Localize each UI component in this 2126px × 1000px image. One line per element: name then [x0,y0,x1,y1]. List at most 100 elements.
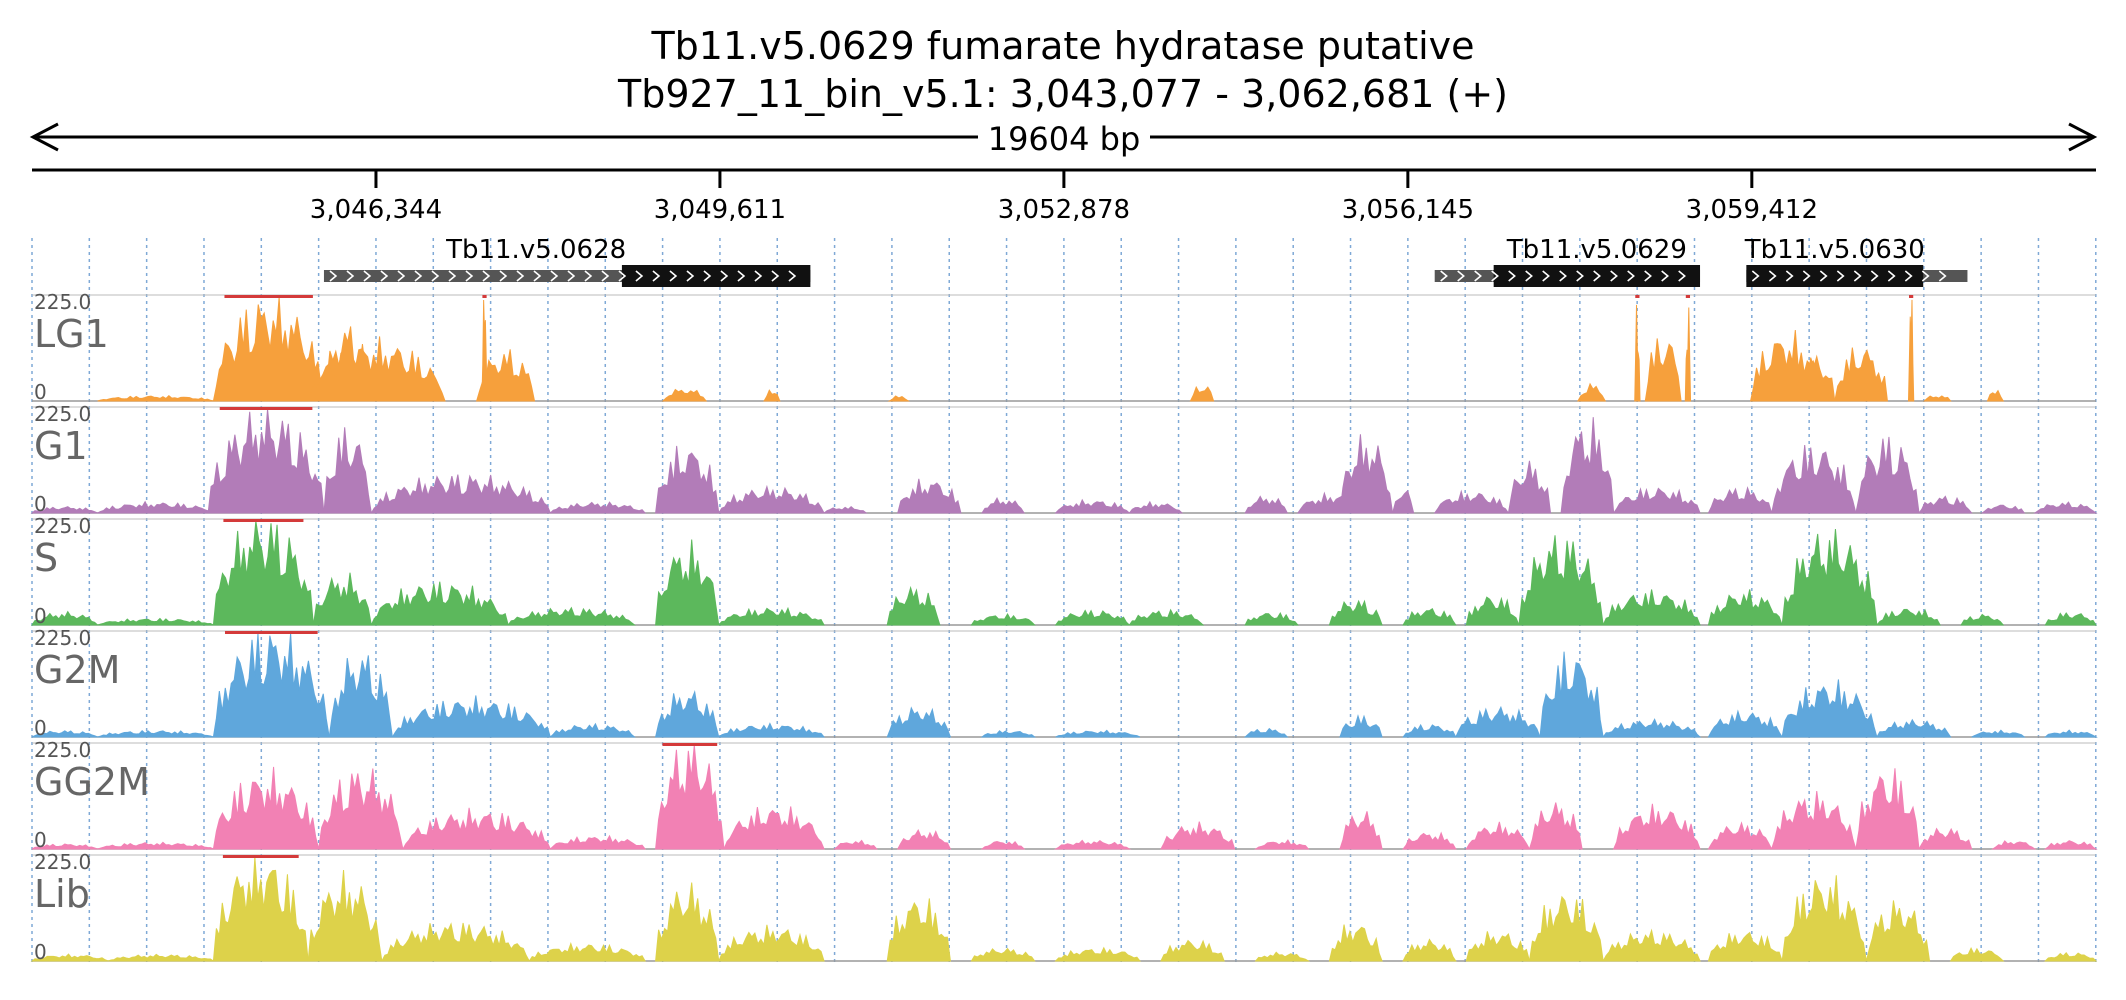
coverage-peak [1707,821,1773,850]
y-max-label: 225.0 [34,738,91,762]
coverage-peak [1707,709,1784,738]
strand-arrow [1440,270,1448,282]
coverage-peak [1634,304,1641,402]
coverage-peak [886,585,941,626]
coverage-peak [31,730,98,738]
track-gg2m: 225.0 0 GG2M [31,738,2098,852]
strand-arrow [550,270,559,282]
gene-cds [1493,265,1701,287]
coverage-peak [655,882,720,962]
chart-title: Tb11.v5.0629 fumarate hydratase putative [651,24,1475,68]
coverage-peak [97,395,214,402]
strand-arrow [567,270,576,282]
strand-arrow [1678,270,1686,282]
coverage-peak [97,500,215,514]
coverage-peak [1528,802,1583,850]
strand-arrow [1661,270,1669,282]
y-max-label: 225.0 [34,850,91,874]
coverage-peak [30,953,109,962]
grid-layer [31,238,2097,965]
coverage-peak [763,389,781,402]
coverage-peak [370,581,509,626]
strand-arrow [703,270,712,282]
coverage-peak [981,496,1026,514]
strand-arrow [771,270,780,282]
coverage-peak [1918,827,1973,850]
strand-arrow [601,270,610,282]
y-max-label: 225.0 [34,290,91,314]
coverage-peak [1834,347,1888,402]
coverage-peak [896,828,952,850]
coordinate-ruler: 19604 bp 3,046,344 3,049,611 3,052,878 3,05… [29,118,2098,225]
coverage-peak [312,572,372,626]
coverage-peak [1254,951,1311,962]
strand-arrow [1751,270,1760,282]
track-name: S [34,536,58,580]
coverage-peak [1402,938,1457,962]
coverage-peak [1055,729,1141,738]
coverage-peak [1402,608,1457,626]
x-tick-label: 3,056,145 [1342,195,1474,225]
coverage-peak [655,445,720,514]
strand-arrow [1627,270,1635,282]
strand-arrow [1508,270,1516,282]
strand-arrow [1474,270,1482,282]
coverage-peak [886,898,951,962]
coverage-peak [212,632,330,738]
coverage-peak [654,690,720,738]
y-zero-label: 0 [34,716,47,740]
strand-arrow [754,270,763,282]
coverage-peak [655,744,725,850]
strand-arrow [397,270,406,282]
clip-marker [1635,295,1640,298]
coverage-peak [1465,931,1531,962]
strand-arrow [1457,270,1465,282]
coverage-peak [370,474,552,514]
coverage-peak [212,856,309,962]
coverage-peak [31,843,98,850]
coverage-peak [1770,444,1857,514]
coverage-peak [307,870,383,962]
coverage-peak [1707,589,1783,626]
coverage-peak [1707,486,1773,514]
gene-label: Tb11.v5.0629 [1506,235,1687,265]
coverage-peak [323,427,372,514]
strand-arrow [1836,270,1845,282]
coverage-peak [1781,679,1878,738]
gene-track: Tb11.v5.0628 Tb11.v5.0629 Tb11.v5.0630 [323,235,1968,287]
y-max-label: 225.0 [34,514,91,538]
strand-arrow [414,270,423,282]
track-g2m: 225.0 0 G2M [31,626,2098,740]
coverage-peak [402,807,552,850]
coverage-peak [1053,839,1132,850]
coverage-peak [970,947,1036,962]
clip-marker [222,855,299,858]
strand-arrow [1768,270,1777,282]
coverage-peak [1986,389,2005,402]
coverage-peak [391,695,551,738]
coverage-peak [1402,831,1457,850]
coverage-peak [1539,651,1604,738]
coverage-peak [1922,395,1952,402]
x-tick-label: 3,059,412 [1686,195,1818,225]
strand-arrow [1644,270,1652,282]
coverage-peak [1855,436,1920,514]
coverage-peak [1054,946,1141,962]
y-zero-label: 0 [34,604,47,628]
gene-label: Tb11.v5.0628 [445,235,626,265]
strand-arrow [516,270,525,282]
coverage-peak [1243,727,1289,738]
coverage-peak [1328,924,1383,962]
coverage-peak [1528,895,1604,962]
strand-arrow [1576,270,1584,282]
strand-arrow [533,270,542,282]
coverage-peak [1612,803,1701,850]
clip-marker [662,743,718,746]
coverage-peak [1465,821,1531,850]
strand-arrow [499,270,508,282]
coverage-peak [661,388,708,402]
clip-marker [223,519,304,522]
coverage-peak [1465,596,1520,626]
coverage-peak [717,606,825,626]
